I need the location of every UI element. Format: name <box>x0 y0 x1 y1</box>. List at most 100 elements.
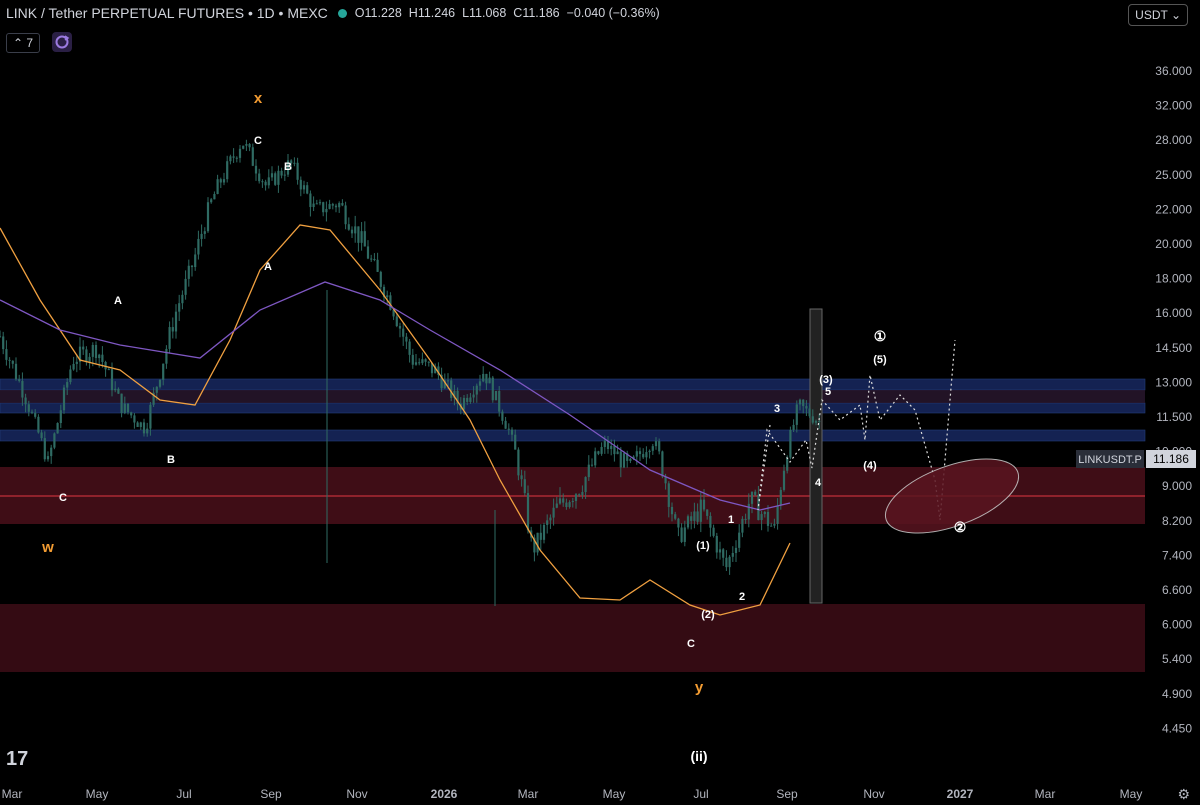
candle-body <box>373 259 376 261</box>
candle-body <box>437 366 440 375</box>
candle-body <box>472 394 475 398</box>
candle-body <box>738 532 741 548</box>
candle-body <box>610 445 613 450</box>
candle-body <box>235 157 238 159</box>
candle-body <box>642 454 645 458</box>
price-tick-label: 4.900 <box>1162 687 1192 701</box>
candle-body <box>178 303 181 312</box>
candle-body <box>488 377 491 384</box>
candle-body <box>760 514 763 521</box>
candle-body <box>510 429 514 435</box>
candle-body <box>414 362 418 365</box>
candle-body <box>21 380 24 398</box>
candle-body <box>747 503 750 520</box>
candle-body <box>507 428 510 430</box>
candle-body <box>638 451 642 455</box>
candle-body <box>558 498 562 504</box>
candle-body <box>174 311 178 332</box>
currency-select[interactable]: USDT ⌄ <box>1128 4 1188 26</box>
candle-body <box>651 446 654 451</box>
price-tick-label: 20.000 <box>1155 237 1192 251</box>
candle-body <box>584 477 587 493</box>
wave-label-11: 5 <box>825 386 831 398</box>
candle-body <box>590 464 594 466</box>
candle-body <box>299 179 302 190</box>
candle-body <box>162 363 165 380</box>
candle-body <box>491 377 494 401</box>
candle-body <box>66 382 69 388</box>
symbol-title[interactable]: LINK / Tether PERPETUAL FUTURES • 1D • M… <box>6 5 328 21</box>
candle-body <box>498 391 501 412</box>
time-tick-label: Mar <box>2 787 23 801</box>
symbol-badge-label: LINKUSDT.P <box>1078 454 1142 466</box>
time-tick-label: Nov <box>863 787 884 801</box>
candle-body <box>434 366 437 374</box>
price-tick-label: 5.400 <box>1162 652 1192 666</box>
indicators-toggle-button[interactable]: ⌃ 7 <box>6 33 41 53</box>
candle-body <box>283 174 286 176</box>
candle-body <box>200 233 203 239</box>
candle-body <box>658 441 661 452</box>
candle-body <box>258 173 261 182</box>
candle-body <box>802 399 805 407</box>
candle-body <box>776 505 779 524</box>
candle-body <box>418 362 421 364</box>
candle-body <box>136 422 139 427</box>
cycle-label-0: x <box>254 90 263 107</box>
candle-body <box>766 511 770 526</box>
time-tick-label: Sep <box>260 787 282 801</box>
candle-body <box>482 373 485 382</box>
candle-body <box>635 451 638 457</box>
candle-body <box>270 173 274 178</box>
support-band-blue <box>0 429 1146 442</box>
time-box <box>809 308 823 604</box>
candle-body <box>789 429 792 458</box>
candle-body <box>146 428 149 434</box>
candle-body <box>555 503 558 508</box>
wave-label-17: ① <box>874 328 887 344</box>
candle-body <box>203 231 206 234</box>
candle-body <box>72 363 75 370</box>
wave-label-6: C <box>687 638 695 650</box>
candle-body <box>91 344 94 357</box>
candle-body <box>350 229 354 234</box>
candle-body <box>667 483 670 507</box>
time-tick-label: May <box>1120 787 1143 801</box>
candle-body <box>408 341 411 355</box>
candle-body <box>34 412 37 417</box>
wave-label-8: 2 <box>739 591 745 603</box>
candle-body <box>456 390 459 404</box>
candle-body <box>386 295 389 298</box>
candle-body <box>744 518 747 520</box>
candle-body <box>382 286 386 298</box>
candle-body <box>267 177 270 186</box>
candle-body <box>722 549 725 558</box>
candle-body <box>158 379 162 387</box>
candle-body <box>133 415 136 423</box>
sync-icon[interactable] <box>52 32 72 52</box>
candle-body <box>818 420 821 422</box>
candle-body <box>360 231 363 243</box>
candle-body <box>334 205 338 208</box>
market-status-icon <box>337 8 347 18</box>
candle-body <box>523 479 526 494</box>
candle-body <box>126 403 130 413</box>
candle-body <box>427 361 430 363</box>
price-tick-label: 14.500 <box>1155 341 1192 355</box>
candle-body <box>693 511 696 521</box>
candle-body <box>475 385 478 395</box>
candle-body <box>290 160 293 164</box>
candle-body <box>286 160 290 175</box>
wave-label-2: A <box>264 261 272 273</box>
candle-body <box>11 360 14 364</box>
candle-body <box>661 451 664 477</box>
candle-body <box>389 295 392 310</box>
candle-body <box>120 393 123 413</box>
settings-icon[interactable]: ⚙ <box>1177 786 1190 802</box>
candle-body <box>107 369 110 371</box>
time-tick-label: May <box>86 787 109 801</box>
candle-body <box>715 535 718 553</box>
candle-body <box>552 507 555 518</box>
candle-body <box>613 445 616 455</box>
